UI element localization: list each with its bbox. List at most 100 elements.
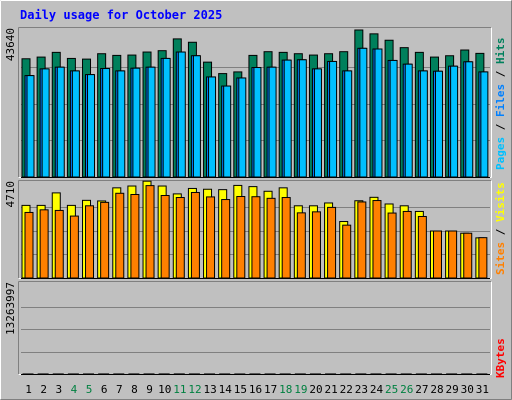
bar-sites [432, 230, 442, 279]
bar-sites [296, 212, 306, 279]
day-label: 23 [355, 383, 368, 396]
day-label: 2 [40, 383, 47, 396]
bar-sites [417, 215, 427, 279]
chart-panel-1: 43640 Pages / Files / Hits [4, 27, 507, 178]
bar-sites [190, 191, 200, 279]
bar-sites [85, 205, 95, 279]
bar-sites [387, 212, 397, 279]
bar-sites [160, 195, 170, 279]
bar-pages [26, 75, 35, 178]
side-legend: Pages / Files / Hits [494, 38, 507, 171]
bar-pages [223, 85, 232, 178]
bar-sites [24, 211, 34, 279]
side-legend-part: Files [494, 84, 507, 117]
bar-sites [115, 192, 125, 279]
panel-3-bg [18, 281, 492, 375]
bar-sites [175, 197, 185, 279]
bar-sites [206, 196, 216, 279]
day-label: 12 [188, 383, 201, 396]
day-label: 31 [476, 383, 489, 396]
chart-panel-2: 4710 Sites / Visits [4, 180, 507, 279]
bar-sites [39, 209, 49, 279]
bar-pages [41, 68, 50, 178]
side-legend-part: / [494, 117, 507, 137]
bar-pages [419, 70, 428, 178]
bar-sites [327, 206, 337, 279]
bar-sites [281, 197, 291, 279]
day-label: 4 [71, 383, 78, 396]
bar-pages [132, 67, 141, 178]
side-legend-part: KBytes [494, 338, 507, 378]
bar-sites [100, 201, 110, 279]
day-label: 16 [249, 383, 262, 396]
day-label: 20 [309, 383, 322, 396]
bar-pages [344, 70, 353, 178]
bar-pages [71, 70, 80, 178]
bar-pages [374, 48, 383, 178]
bar-pages [268, 66, 277, 178]
bar-sites [357, 201, 367, 279]
bar-sites [130, 193, 140, 279]
bar-pages [253, 67, 262, 178]
bar-sites [251, 196, 261, 279]
bar-pages [404, 63, 413, 178]
day-label: 25 [385, 383, 398, 396]
day-label: 6 [101, 383, 108, 396]
side-legend-part: Visits [494, 182, 507, 222]
day-label: 14 [219, 383, 233, 396]
bar-pages [389, 59, 398, 178]
day-label: 1 [25, 383, 32, 396]
bar-sites [463, 232, 473, 279]
bar-pages [177, 51, 186, 178]
chart-panel-3: 13263997 KBytes [4, 281, 507, 378]
bar-pages [450, 65, 459, 178]
day-label: 13 [203, 383, 216, 396]
day-label: 27 [415, 383, 428, 396]
bar-sites [311, 211, 321, 279]
bar-pages [192, 55, 201, 178]
bar-pages [147, 66, 156, 178]
side-legend-part: / [494, 64, 507, 84]
day-label: 18 [279, 383, 292, 396]
day-label: 15 [234, 383, 247, 396]
chart-title: Daily usage for October 2025 [20, 8, 222, 22]
bar-sites [342, 224, 352, 279]
bar-pages [480, 71, 489, 178]
day-label: 10 [158, 383, 171, 396]
bar-sites [221, 199, 231, 279]
side-legend-part: Hits [494, 38, 507, 65]
day-label: 3 [56, 383, 63, 396]
y-axis-max-label: 13263997 [4, 282, 17, 335]
bar-sites [54, 209, 64, 279]
day-label: 8 [131, 383, 138, 396]
day-label: 19 [294, 383, 307, 396]
bar-pages [313, 68, 322, 178]
bar-pages [298, 59, 307, 178]
side-legend: Sites / Visits [494, 182, 507, 275]
day-label: 30 [461, 383, 474, 396]
day-label: 5 [86, 383, 93, 396]
y-axis-max-label: 43640 [4, 28, 17, 61]
day-label: 24 [370, 383, 384, 396]
day-label: 22 [340, 383, 353, 396]
bar-sites [448, 230, 458, 279]
day-label: 11 [173, 383, 186, 396]
bar-pages [434, 70, 443, 178]
side-legend-part: Pages [494, 137, 507, 170]
bar-pages [329, 60, 338, 178]
day-label: 17 [264, 383, 277, 396]
bar-sites [69, 215, 79, 279]
bar-sites [402, 210, 412, 279]
day-label: 9 [146, 383, 153, 396]
bar-pages [283, 59, 292, 178]
bar-pages [359, 47, 368, 178]
side-legend-part: / [494, 222, 507, 242]
day-label: 28 [430, 383, 443, 396]
y-axis-max-label: 4710 [4, 181, 17, 208]
bar-sites [478, 237, 488, 279]
bar-pages [238, 77, 247, 178]
day-label: 29 [446, 383, 459, 396]
bar-pages [102, 68, 111, 178]
side-legend: KBytes [494, 338, 507, 378]
